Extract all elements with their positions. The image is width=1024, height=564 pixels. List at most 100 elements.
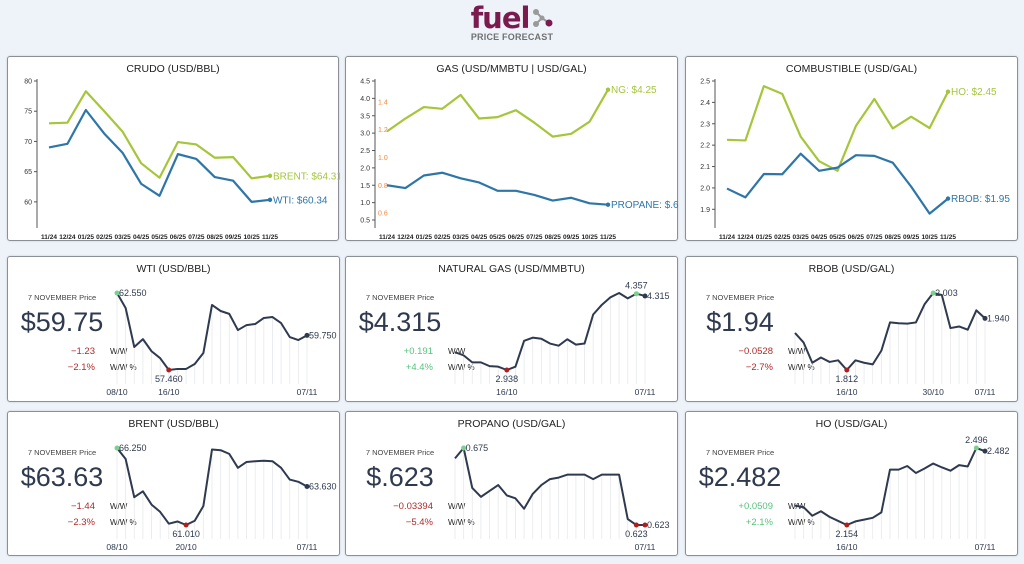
- x-tick-label: 10/25: [581, 234, 598, 241]
- y-tick-label: 3.0: [360, 131, 370, 138]
- card-title: WTI (USD/BBL): [136, 263, 211, 275]
- spark-line: [116, 292, 308, 371]
- spark-line: [454, 292, 646, 371]
- max-marker: [633, 291, 639, 297]
- x-tick-label: 11/24: [719, 234, 735, 241]
- series-end-marker: [267, 197, 273, 203]
- x-tick-label: 04/25: [811, 234, 828, 241]
- max-label: 62.550: [119, 288, 147, 298]
- min-marker: [844, 522, 850, 528]
- weekly-change: +0.191: [403, 346, 433, 357]
- max-marker: [461, 445, 467, 451]
- series-line-wti: [48, 108, 271, 203]
- x-tick-label: 08/25: [885, 234, 902, 241]
- y-tick-label: 1.9: [700, 207, 710, 214]
- last-marker: [304, 332, 310, 338]
- y-tick-label: 2.2: [700, 143, 710, 150]
- price-date-label: 7 NOVEMBER Price: [27, 448, 97, 457]
- last-label: 4.315: [647, 291, 670, 301]
- weekly-change-pct: −5.4%: [405, 517, 433, 528]
- spark-line: [794, 292, 986, 371]
- sparkline-wti: 62.550 57.460 59.750 08/10 16/10 07/11: [106, 288, 336, 397]
- x-tick-label: 02/25: [96, 234, 113, 241]
- x-tick-label: 03/25: [115, 234, 132, 241]
- x-date-label: 16/10: [836, 542, 858, 552]
- x-date-label: 07/11: [635, 387, 656, 397]
- card-title: NATURAL GAS (USD/MMBTU): [438, 263, 585, 275]
- weekly-change-pct: −2.1%: [67, 362, 95, 373]
- max-label: 66.250: [119, 443, 147, 453]
- last-label: 0.623: [647, 520, 670, 530]
- logo: fuel PRICE FORECAST: [0, 3, 1024, 42]
- x-date-label: 07/11: [635, 542, 656, 552]
- price-card-ho: HO (USD/GAL) 7 NOVEMBER Price $2.482 +0.…: [685, 411, 1018, 556]
- y-tick-label: 60: [24, 199, 32, 206]
- x-tick-label: 01/25: [416, 234, 433, 241]
- x-tick-label: 04/25: [133, 234, 150, 241]
- weekly-change: −0.0528: [738, 346, 773, 357]
- spark-line: [116, 447, 308, 526]
- series-end-marker: [267, 173, 273, 179]
- chart-title: CRUDO (USD/BBL): [126, 63, 220, 75]
- price-card-rbob: RBOB (USD/GAL) 7 NOVEMBER Price $1.94 −0…: [685, 256, 1018, 402]
- y-tick-label: 2.0: [700, 185, 710, 192]
- max-label: 4.357: [625, 281, 648, 291]
- x-date-label: 30/10: [923, 387, 945, 397]
- x-tick-label: 03/25: [453, 234, 470, 241]
- series-end-marker: [945, 89, 951, 94]
- x-tick-label: 11/24: [379, 234, 395, 241]
- y-tick-label: 3.5: [360, 113, 370, 120]
- price-card-wti: WTI (USD/BBL) 7 NOVEMBER Price $59.75 −1…: [7, 256, 340, 402]
- y2-tick-label: 0.8: [378, 183, 388, 190]
- sparkline-brent: 66.250 61.010 63.630 08/10 20/10 07/11: [106, 443, 336, 552]
- y-tick-label: 80: [24, 79, 32, 86]
- x-tick-label: 03/25: [793, 234, 810, 241]
- logo-subtitle: PRICE FORECAST: [470, 32, 554, 42]
- x-tick-label: 07/25: [526, 234, 543, 241]
- x-date-label: 08/10: [106, 542, 128, 552]
- x-tick-label: 02/25: [774, 234, 791, 241]
- y-tick-label: 70: [24, 139, 32, 146]
- min-label: 0.623: [625, 529, 648, 539]
- x-tick-label: 06/25: [170, 234, 187, 241]
- weekly-change-unit: W/W: [788, 347, 806, 356]
- weekly-change-pct: −2.3%: [67, 517, 95, 528]
- series-end-label: HO: $2.45: [951, 87, 997, 98]
- chart-card-combustible: COMBUSTIBLE (USD/GAL) 1.9 2.0 2.1 2.2 2.3 2.4…: [685, 56, 1018, 241]
- series-line-rbob: [726, 152, 949, 215]
- series-end-marker: [605, 202, 611, 207]
- last-marker: [304, 484, 310, 489]
- weekly-change-pct: −2.7%: [745, 362, 773, 373]
- price-date-label: 7 NOVEMBER Price: [705, 448, 775, 457]
- y-tick-label: 2.3: [700, 121, 710, 128]
- combustible-chart: 1.9 2.0 2.1 2.2 2.3 2.4 2.5 11/24 12/24 01/25 02/2…: [700, 79, 1010, 242]
- x-tick-label: 05/25: [151, 234, 168, 241]
- x-tick-label: 11/24: [41, 234, 57, 241]
- y2-tick-label: 0.6: [378, 211, 388, 218]
- min-label: 1.812: [836, 374, 859, 384]
- y-tick-label: 2.5: [700, 79, 710, 86]
- current-price: $59.75: [20, 307, 104, 337]
- chart-card-gas: GAS (USD/MMBTU | USD/GAL) 0.5 1.0 1.5 2.0 2.…: [345, 56, 679, 241]
- current-price: $1.94: [706, 307, 774, 337]
- last-marker: [642, 522, 648, 528]
- weekly-change: −1.44: [70, 501, 95, 512]
- series-line-ng: [386, 89, 609, 138]
- card-title: BRENT (USD/BBL): [128, 418, 219, 430]
- min-label: 61.010: [172, 529, 200, 539]
- min-marker: [844, 367, 850, 373]
- y-tick-label: 4.5: [360, 79, 370, 86]
- price-card-propano: PROPANO (USD/GAL) 7 NOVEMBER Price $.623…: [345, 411, 678, 556]
- weekly-change-pct-unit: W/W %: [110, 363, 137, 372]
- x-date-label: 20/10: [175, 542, 197, 552]
- y2-tick-label: 1.4: [378, 99, 388, 106]
- weekly-change-pct: +4.4%: [405, 362, 433, 373]
- x-tick-label: 09/25: [225, 234, 242, 241]
- y2-tick-label: 1.2: [378, 127, 388, 134]
- logo-molecule-icon: [533, 9, 553, 27]
- card-title: HO (USD/GAL): [815, 418, 888, 430]
- price-date-label: 7 NOVEMBER Price: [705, 293, 775, 302]
- x-tick-label: 11/25: [940, 234, 956, 241]
- y-tick-label: 2.5: [360, 148, 370, 155]
